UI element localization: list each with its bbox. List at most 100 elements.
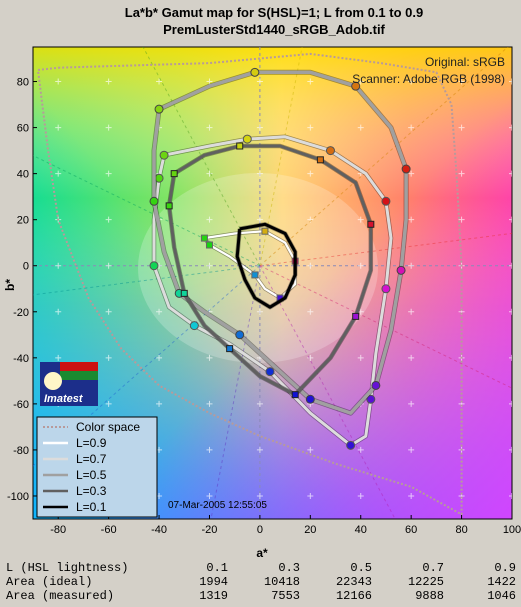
y-tick-label: -100 <box>7 491 29 503</box>
grid-plus-marker <box>206 446 213 453</box>
y-axis-label: b* <box>3 279 17 291</box>
hue-rays <box>33 47 512 519</box>
data-point <box>346 440 356 450</box>
grid-plus-marker <box>156 308 163 315</box>
series-line <box>167 144 373 397</box>
grid-plus-marker <box>357 492 364 499</box>
grid-plus-marker <box>408 492 415 499</box>
series-l-0-7 <box>149 134 394 450</box>
grid-plus-marker <box>206 124 213 131</box>
table-row-ideal: Area (ideal) 1994 10418 22343 12225 1422 <box>6 575 516 589</box>
grid-plus-marker <box>408 308 415 315</box>
grid-plus-marker <box>206 400 213 407</box>
annotation-original: Original: sRGB <box>425 55 505 69</box>
grid-plus-marker <box>509 216 512 223</box>
grid-plus-marker <box>206 78 213 85</box>
data-point <box>316 156 324 164</box>
data-point <box>371 380 381 390</box>
grid-plus-marker <box>105 78 112 85</box>
data-point <box>170 170 178 178</box>
x-tick-label: -20 <box>202 524 218 536</box>
data-point <box>159 150 169 160</box>
ideal-col-2: 10418 <box>263 575 300 589</box>
data-point <box>381 196 391 206</box>
gamut-figure: La*b* Gamut map for S(HSL)=1; L from 0.1… <box>3 5 521 560</box>
ideal-col-3: 22343 <box>335 575 372 589</box>
grid-plus-marker <box>307 446 314 453</box>
tick-labels: -80 -60 -40 -20 0 20 40 60 80 100 80 60 40 20 0 -20 -40 -… <box>7 77 521 536</box>
hue-ray <box>33 265 260 296</box>
data-point <box>250 67 260 77</box>
y-tick-label: -40 <box>13 353 29 365</box>
measured-col-4: 9888 <box>415 589 444 603</box>
y-tick-label: -60 <box>13 399 29 411</box>
measured-col-5: 1046 <box>487 589 516 603</box>
measured-col-1: 1319 <box>199 589 228 603</box>
area-table: L (HSL lightness) 0.1 0.3 0.5 0.7 0.9 Ar… <box>6 561 516 603</box>
chart-subtitle: PremLusterStd1440_sRGB_Adob.tif <box>163 22 385 37</box>
grid-plus-marker <box>256 262 263 269</box>
grid-plus-marker <box>357 216 364 223</box>
data-point <box>235 330 245 340</box>
y-tick-label: 0 <box>23 261 29 273</box>
hue-ray <box>210 265 261 519</box>
grid-plus-marker <box>105 124 112 131</box>
imatest-logo: Imatest <box>40 362 98 406</box>
grid-plus-marker <box>408 262 415 269</box>
x-tick-label: -60 <box>101 524 117 536</box>
table-row-lightness: L (HSL lightness) 0.1 0.3 0.5 0.7 0.9 <box>6 561 516 575</box>
ideal-col-4: 12225 <box>407 575 444 589</box>
x-tick-label: 0 <box>257 524 263 536</box>
row-label-measured: Area (measured) <box>6 589 115 603</box>
row-label-lightness: L (HSL lightness) <box>6 561 129 575</box>
logo-text: Imatest <box>44 393 84 405</box>
grid-plus-marker <box>105 400 112 407</box>
grid-plus-marker <box>509 78 512 85</box>
ideal-col-5: 1422 <box>487 575 516 589</box>
grid-plus-marker <box>256 308 263 315</box>
data-point <box>236 142 244 150</box>
grid-plus-marker <box>509 492 512 499</box>
data-point <box>396 265 406 275</box>
grid-plus-marker <box>509 170 512 177</box>
grid-plus-marker <box>458 216 465 223</box>
data-point <box>165 202 173 210</box>
y-tick-label: 20 <box>17 215 29 227</box>
grid-plus-marker <box>206 170 213 177</box>
grid-plus-marker <box>357 78 364 85</box>
grid-plus-marker <box>55 262 62 269</box>
grid-plus-marker <box>307 354 314 361</box>
data-point <box>242 134 252 144</box>
x-axis-label: a* <box>256 546 268 560</box>
data-point <box>325 146 335 156</box>
grid-plus-marker <box>408 354 415 361</box>
y-tick-label: 40 <box>17 169 29 181</box>
hue-ray <box>259 47 509 267</box>
grid-plus-marker <box>307 124 314 131</box>
grid-plus-marker <box>55 308 62 315</box>
grid-plus-marker <box>408 400 415 407</box>
grid-plus-marker <box>206 492 213 499</box>
lightness-col-2: 0.3 <box>278 561 300 575</box>
grid-plus-marker <box>256 78 263 85</box>
data-point <box>305 394 315 404</box>
measured-col-3: 12166 <box>335 589 372 603</box>
legend: Color space L=0.9 L=0.7 L=0.5 L=0.3 L=0.1 <box>36 416 158 518</box>
grid-plus-marker <box>509 354 512 361</box>
grid-plus-marker <box>307 492 314 499</box>
grid-plus-marker <box>357 354 364 361</box>
grid-plus-marker <box>256 216 263 223</box>
grid-plus-marker <box>256 492 263 499</box>
grid-plus-marker <box>307 78 314 85</box>
x-tick-label: 100 <box>503 524 521 536</box>
grid-plus-marker <box>408 446 415 453</box>
y-tick-label: -20 <box>13 307 29 319</box>
grid-plus-marker <box>206 216 213 223</box>
series-l-0-3 <box>165 142 375 399</box>
chart-title: La*b* Gamut map for S(HSL)=1; L from 0.1… <box>125 5 423 20</box>
grid-plus-marker <box>458 124 465 131</box>
x-tick-label: 80 <box>455 524 467 536</box>
grid-plus-marker <box>357 262 364 269</box>
grid-plus-marker <box>55 78 62 85</box>
grid-plus-marker <box>408 216 415 223</box>
